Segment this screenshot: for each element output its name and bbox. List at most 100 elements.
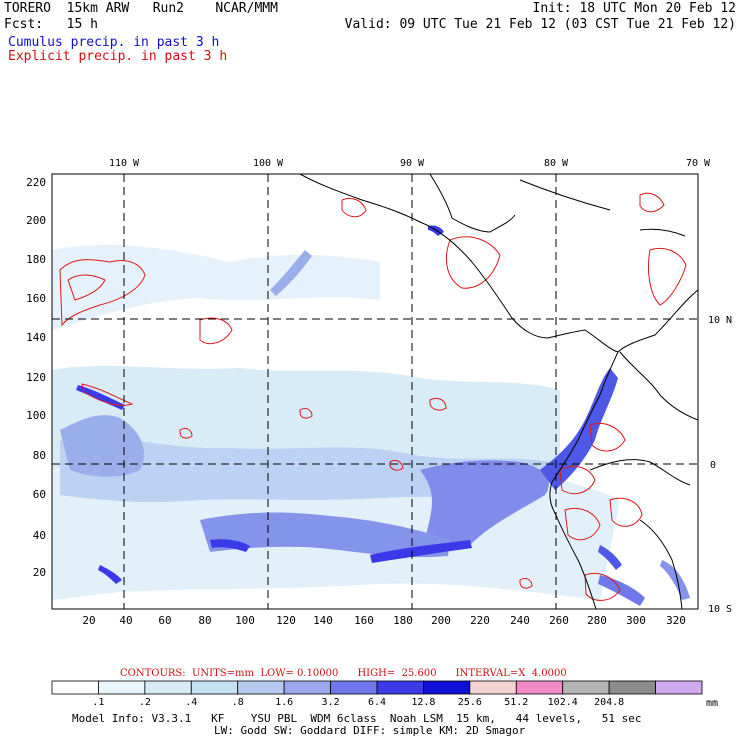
colorbar-swatch: [562, 680, 610, 695]
x-tick: 100: [235, 614, 255, 627]
cumulus-band-south: [200, 512, 450, 558]
coast-colombia-pacific: [551, 351, 619, 483]
colorbar-labels: .1 .2 .4 .8 1.6 3.2 6.4 12.8 25.6 51.2 102.4 204.8: [92, 697, 624, 708]
y-tick: 220: [26, 176, 46, 189]
colorbar-swatch: [515, 680, 564, 695]
contour-pacific-3: [299, 407, 313, 419]
lon-label: 110 W: [109, 158, 140, 169]
model-info: Model Info: V3.3.1 KF YSU PBL WDM 6class…: [72, 712, 642, 725]
x-tick: 20: [82, 614, 95, 627]
contour-bolivia: [609, 497, 643, 527]
border-colombia: [619, 351, 698, 421]
y-tick: 180: [26, 253, 46, 266]
lon-label: 100 W: [253, 158, 284, 169]
cumulus-band-itcz: [420, 460, 549, 552]
colorbar-label: 102.4: [548, 697, 578, 708]
map-frame: [51, 173, 699, 610]
colorbar-swatch: [330, 680, 378, 695]
y-tick: 160: [26, 292, 46, 305]
coast-yucatan: [429, 174, 516, 233]
x-tick: 200: [431, 614, 451, 627]
colorbar-label: 1.6: [275, 697, 293, 708]
y-tick: 20: [33, 566, 46, 579]
x-tick: 180: [393, 614, 413, 627]
cumulus-streak-1: [370, 540, 472, 563]
lat-label: 10 S: [708, 604, 732, 615]
colorbar-swatch: [469, 680, 517, 695]
colorbar-label: 25.6: [458, 697, 482, 708]
cumulus-streak-3: [98, 565, 122, 584]
border-brazil: [639, 519, 683, 609]
x-tick: 40: [119, 614, 132, 627]
cumulus-legend: Cumulus precip. in past 3 h: [8, 35, 220, 50]
contour-nw-inner: [67, 274, 106, 301]
lon-labels: 110 W 100 W 90 W 80 W 70 W: [109, 158, 711, 169]
colorbar-label: .4: [185, 697, 197, 708]
coast-hispaniola: [639, 228, 686, 237]
colorbar-label: .8: [232, 697, 244, 708]
y-axis: 20 40 60 80 100 120 140 160 180 200 220: [26, 176, 46, 579]
lat-label: 0: [710, 460, 716, 471]
x-tick: 60: [158, 614, 171, 627]
x-tick: 220: [470, 614, 490, 627]
contour-peru-2: [589, 423, 626, 452]
contour-nw: [59, 259, 146, 327]
contour-carib: [639, 192, 665, 213]
colorbar-swatch: [423, 680, 471, 695]
forecast-hour: Fcst: 15 h: [4, 17, 98, 32]
map-field: [52, 174, 698, 609]
colorbar-label: 3.2: [322, 697, 340, 708]
cumulus-area-mid: [60, 437, 550, 503]
coast-south-america: [617, 289, 698, 353]
colorbar-swatch: [98, 680, 146, 695]
colorbar-swatch: [144, 680, 192, 695]
x-tick: 320: [666, 614, 686, 627]
coast-central-america: [299, 174, 619, 353]
cumulus-andes-3: [660, 560, 690, 600]
colorbar: [51, 680, 703, 695]
x-tick: 120: [276, 614, 296, 627]
cumulus-andes-1: [598, 545, 622, 570]
cumulus-streak-2: [210, 539, 250, 552]
contour-colombia: [647, 247, 687, 306]
cumulus-band-sw: [60, 415, 144, 477]
contour-central: [199, 317, 233, 345]
physics-info: LW: Godd SW: Goddard DIFF: simple KM: 2D…: [214, 724, 526, 737]
lon-label: 80 W: [544, 158, 569, 169]
colorbar-label: .1: [92, 697, 104, 708]
lon-label: 70 W: [686, 158, 711, 169]
explicit-legend: Explicit precip. in past 3 h: [8, 49, 228, 64]
contour-pacific-1: [429, 397, 447, 411]
colorbar-swatch: [237, 680, 285, 695]
y-tick: 200: [26, 214, 46, 227]
colorbar-swatch: [655, 680, 703, 695]
lat-label: 10 N: [708, 315, 732, 326]
coastlines: [299, 174, 698, 609]
cumulus-andes-2: [598, 575, 645, 606]
lat-labels: 10 N 0 10 S: [708, 315, 732, 615]
coast-cuba: [519, 179, 611, 211]
contour-gulf: [341, 197, 367, 218]
x-tick: 280: [587, 614, 607, 627]
colorbar-swatch: [376, 680, 424, 695]
border-peru: [589, 459, 691, 486]
colorbar-label: 12.8: [411, 697, 435, 708]
cumulus-streak-4: [76, 385, 125, 410]
contour-peru-3: [584, 573, 621, 601]
contours-info: CONTOURS: UNITS=mm LOW= 0.10000 HIGH= 25…: [120, 668, 567, 679]
colorbar-label: 204.8: [594, 697, 624, 708]
contour-peru-1: [564, 507, 601, 541]
contour-streak: [81, 383, 134, 406]
contour-ecuador-1: [559, 465, 596, 495]
y-tick: 140: [26, 331, 46, 344]
x-tick: 80: [198, 614, 211, 627]
x-tick: 260: [549, 614, 569, 627]
x-tick: 240: [510, 614, 530, 627]
lon-label: 90 W: [400, 158, 425, 169]
contour-pacific-4: [519, 577, 533, 589]
valid-time: Valid: 09 UTC Tue 21 Feb 12 (03 CST Tue …: [344, 17, 736, 32]
colorbar-label: 6.4: [368, 697, 386, 708]
colorbar-unit: mm: [706, 698, 718, 709]
y-tick: 60: [33, 488, 46, 501]
